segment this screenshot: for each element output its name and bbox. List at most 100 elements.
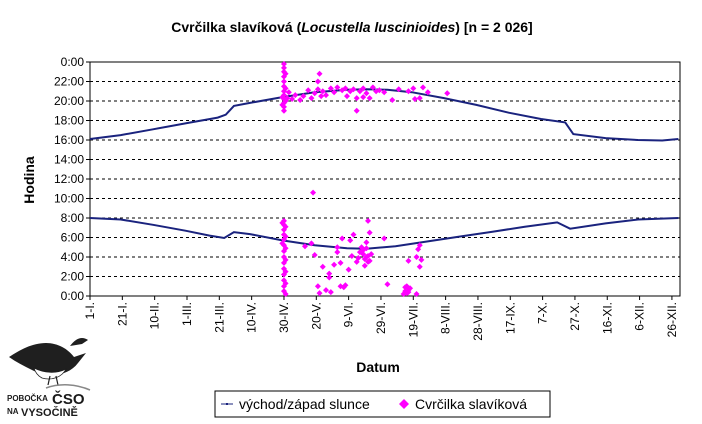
y-tick-label: 14:00 bbox=[54, 153, 84, 167]
bird-point bbox=[353, 107, 360, 114]
bird-point bbox=[366, 229, 373, 236]
x-tick-label: 6-XII. bbox=[633, 302, 647, 331]
bird-point bbox=[334, 244, 341, 251]
bird-point bbox=[284, 95, 291, 102]
bird-point bbox=[342, 282, 349, 289]
bird-point bbox=[376, 87, 383, 94]
legend: východ/západ slunce Cvrčilka slavíková bbox=[214, 390, 551, 418]
x-tick-label: 9-VI. bbox=[342, 302, 356, 327]
chart-title-prefix: Cvrčilka slavíková ( bbox=[171, 19, 301, 35]
x-tick-label: 20-V. bbox=[309, 302, 323, 330]
bird-point bbox=[327, 289, 334, 296]
bird-point bbox=[282, 70, 289, 77]
bird-point bbox=[326, 274, 333, 281]
bird-point bbox=[314, 78, 321, 85]
bird-point bbox=[389, 97, 396, 104]
x-tick-label: 17-IX. bbox=[503, 302, 517, 334]
bird-point bbox=[355, 254, 362, 261]
bird-point bbox=[310, 189, 317, 196]
bird-point bbox=[279, 240, 286, 247]
chart-title: Cvrčilka slavíková (Locustella luscinioi… bbox=[171, 19, 532, 35]
y-tick-label: 10:00 bbox=[54, 192, 84, 206]
logo-brand: ČSO bbox=[52, 390, 85, 408]
bird-point bbox=[361, 262, 368, 269]
bird-point bbox=[326, 270, 333, 277]
bird-point bbox=[319, 263, 326, 270]
bird-point bbox=[308, 240, 315, 247]
bird-point bbox=[289, 96, 296, 103]
y-tick-label: 16:00 bbox=[54, 133, 84, 147]
bird-point bbox=[411, 96, 418, 103]
bird-point bbox=[348, 253, 355, 260]
bird-point bbox=[416, 242, 423, 249]
bird-point bbox=[282, 245, 289, 252]
bird-point bbox=[280, 107, 287, 114]
bird-point bbox=[311, 90, 318, 97]
y-tick-label: 4:00 bbox=[61, 250, 85, 264]
chart-title-suffix: ) [n = 2 026] bbox=[455, 19, 532, 35]
bird-point bbox=[410, 85, 417, 92]
x-tick-label: 19-VII. bbox=[406, 302, 420, 337]
bird-point bbox=[314, 283, 321, 290]
bird-point bbox=[319, 88, 326, 95]
bird-point bbox=[316, 70, 323, 77]
bird-point bbox=[365, 217, 372, 224]
bird-point bbox=[282, 85, 289, 92]
bird-point bbox=[282, 223, 289, 230]
x-tick-label: 10-IV. bbox=[245, 302, 259, 333]
bird-point bbox=[350, 86, 357, 93]
x-tick-label: 16-XI. bbox=[600, 302, 614, 334]
bird-point bbox=[416, 95, 423, 102]
bird-point bbox=[353, 95, 360, 102]
bird-point bbox=[323, 92, 329, 99]
bird-point bbox=[345, 266, 352, 273]
bird-point bbox=[301, 243, 308, 250]
bird-point bbox=[334, 249, 341, 256]
bird-point bbox=[279, 94, 286, 101]
bird-point bbox=[405, 88, 412, 95]
bird-point bbox=[311, 252, 318, 259]
y-tick-label: 20:00 bbox=[54, 94, 84, 108]
bird-point bbox=[366, 257, 373, 264]
bird-point bbox=[444, 90, 451, 97]
bird-logo-icon bbox=[9, 338, 91, 391]
bird-point bbox=[413, 254, 420, 260]
bird-point bbox=[363, 90, 370, 97]
bird-point bbox=[395, 86, 402, 93]
bird-point bbox=[344, 93, 351, 100]
bird-point bbox=[280, 78, 287, 85]
x-tick-label: 8-VIII. bbox=[439, 302, 453, 334]
bird-point bbox=[305, 87, 312, 94]
x-tick-label: 1-III. bbox=[180, 302, 194, 326]
y-tick-label: 6:00 bbox=[61, 231, 85, 245]
bird-point bbox=[381, 89, 388, 96]
bird-point bbox=[418, 256, 425, 263]
bird-point bbox=[308, 95, 315, 102]
logo-line1: POBOČKA bbox=[7, 394, 48, 403]
logo: POBOČKA ČSO NA VYSOČINĚ bbox=[7, 338, 91, 419]
x-tick-label: 27-X. bbox=[568, 302, 582, 331]
sunrise-line bbox=[89, 217, 679, 250]
bird-point bbox=[350, 231, 357, 238]
y-axis-ticks: 0:00 2:00 4:00 6:00 8:00 10:00 12:00 14:00 16:00… bbox=[54, 55, 90, 303]
bird-point bbox=[356, 88, 363, 95]
y-tick-label: 12:00 bbox=[54, 172, 84, 186]
legend-bird-marker bbox=[399, 399, 409, 409]
legend-dot-marker bbox=[226, 403, 228, 405]
bird-point bbox=[282, 268, 289, 275]
bird-point bbox=[384, 281, 391, 288]
bird-point bbox=[282, 291, 289, 298]
bird-point bbox=[282, 256, 289, 263]
bird-point bbox=[360, 94, 367, 101]
bird-point bbox=[297, 97, 304, 104]
bird-point bbox=[292, 92, 299, 99]
chart-title-species: Locustella luscinioides bbox=[301, 19, 455, 35]
x-tick-label: 29-VI. bbox=[374, 302, 388, 334]
y-tick-label: 22:00 bbox=[54, 75, 84, 89]
bird-point bbox=[282, 280, 289, 287]
sunset-line bbox=[89, 88, 679, 142]
bird-point bbox=[280, 60, 287, 67]
y-axis-label: Hodina bbox=[21, 156, 37, 204]
bird-point bbox=[424, 89, 431, 96]
